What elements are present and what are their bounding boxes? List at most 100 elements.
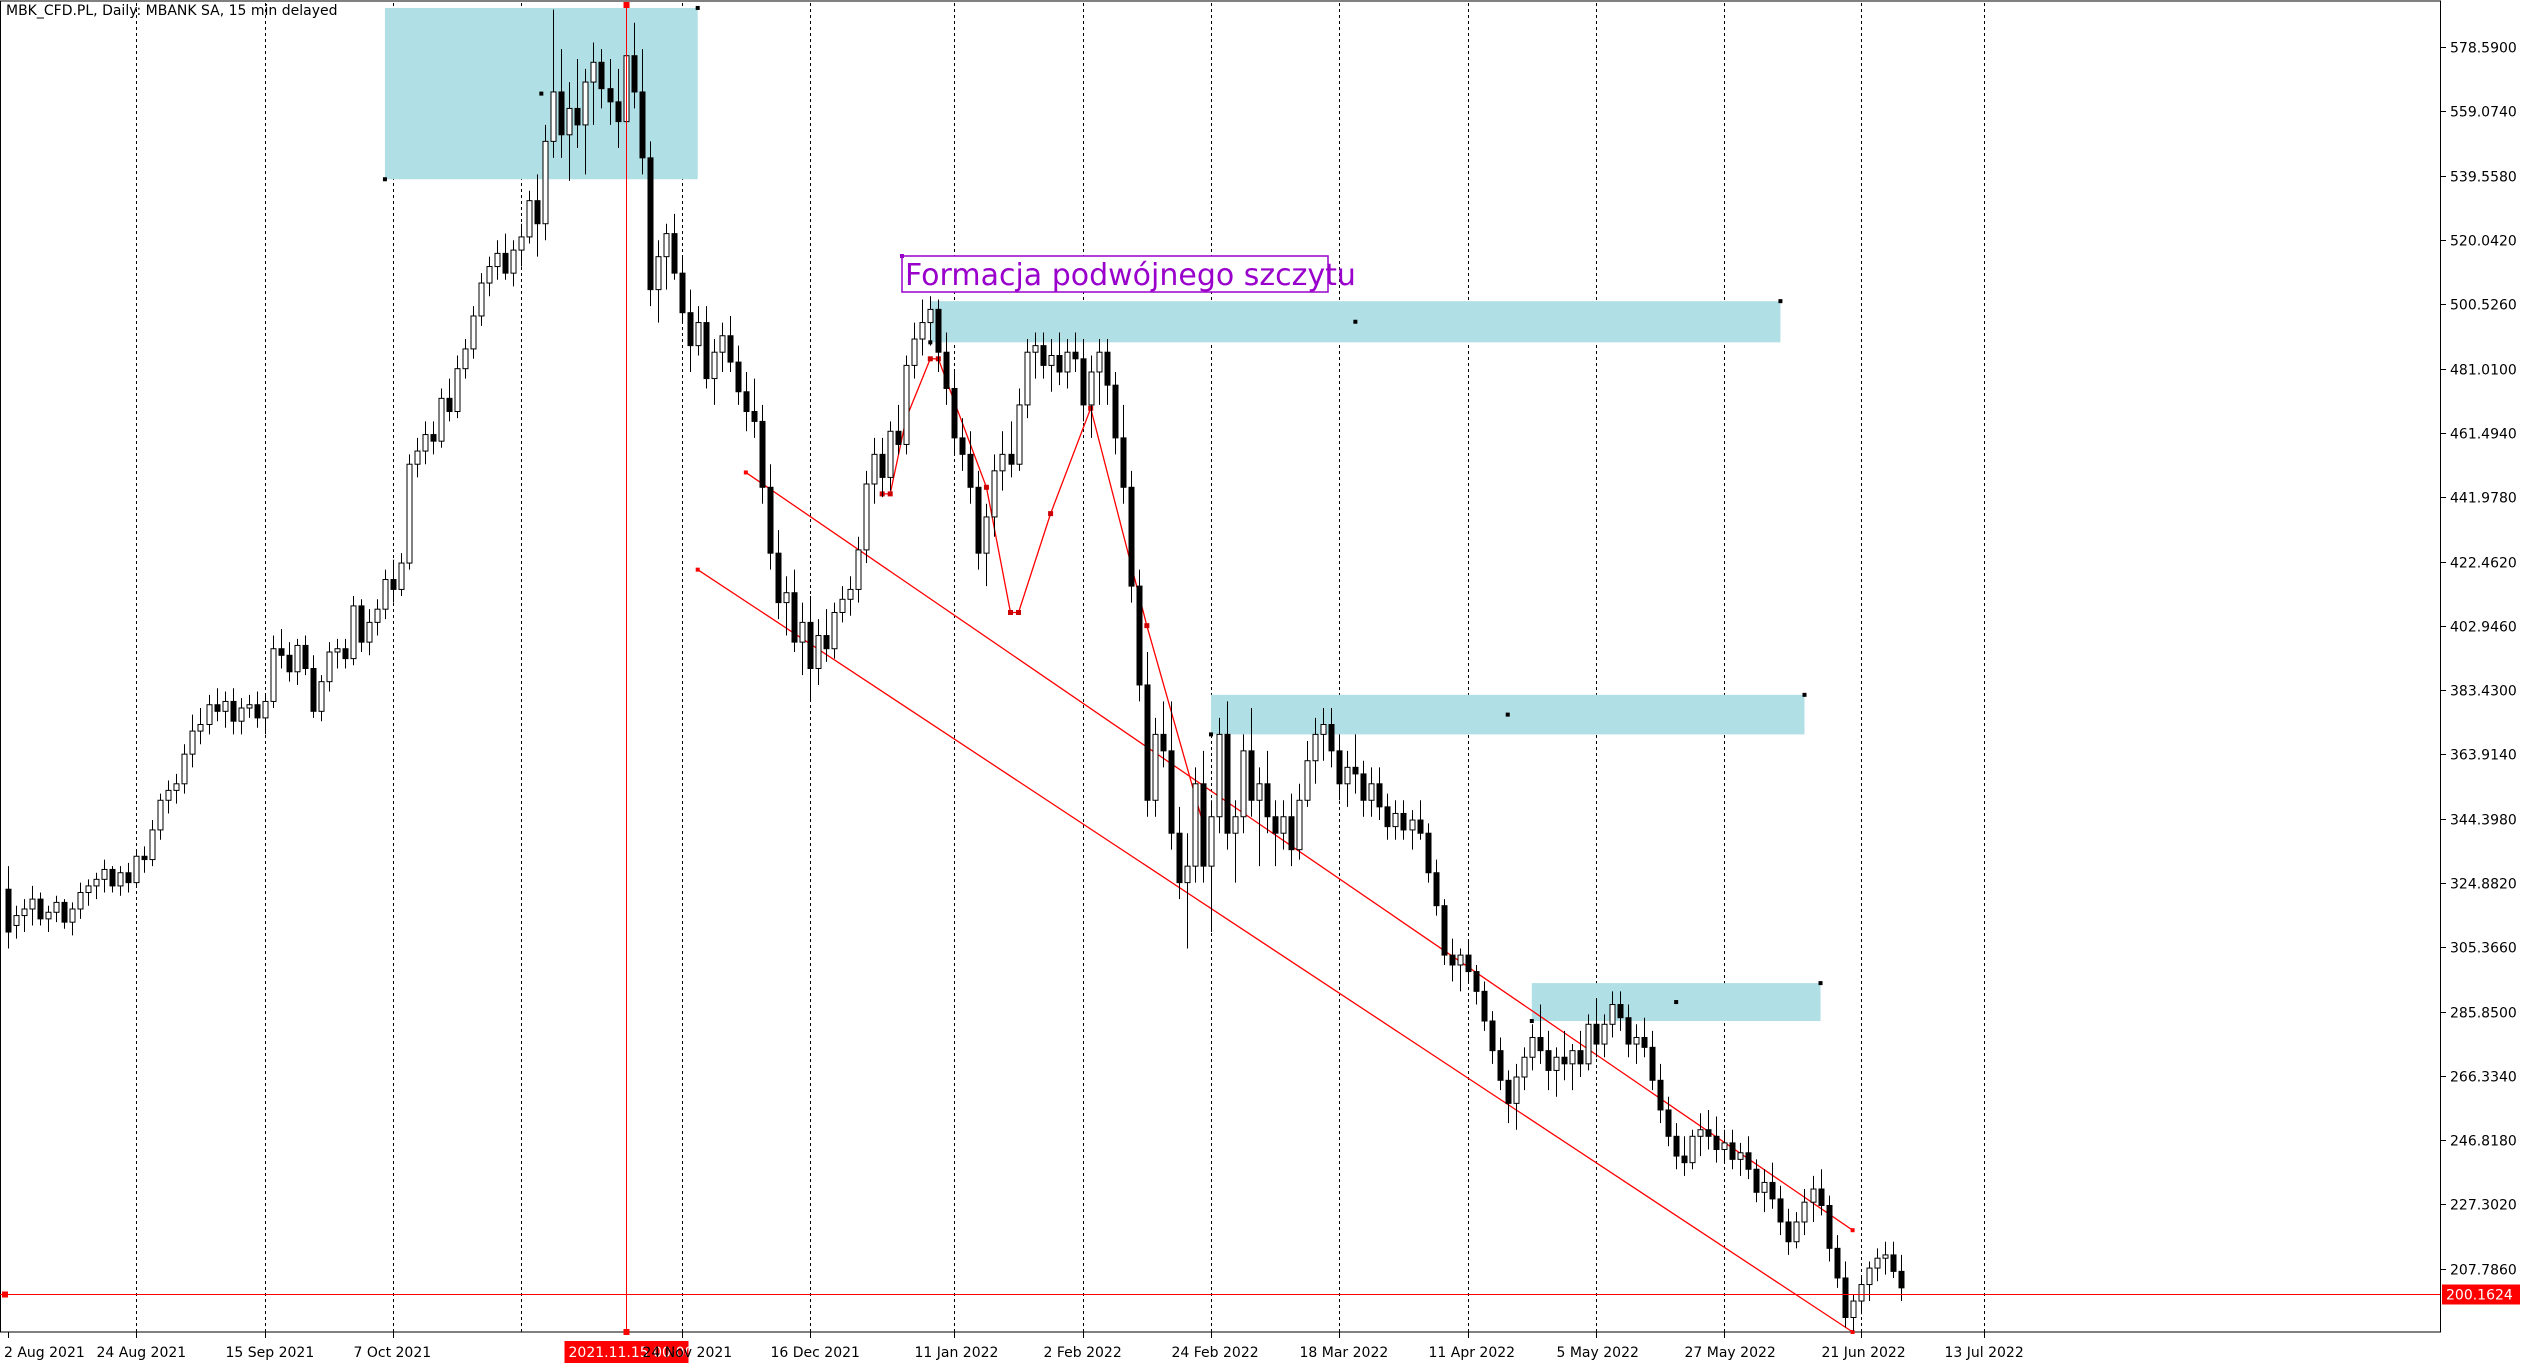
- candle-body-21: [173, 783, 180, 791]
- candle-body-208: [1673, 1135, 1680, 1157]
- candle-body-65: [526, 200, 533, 238]
- resistance-zones[interactable]: [382, 5, 1823, 1023]
- candle-body-220: [1769, 1181, 1776, 1200]
- candle-body-226: [1818, 1188, 1825, 1206]
- candle-body-204: [1641, 1036, 1648, 1048]
- candle-body-172: [1384, 806, 1391, 828]
- candle-body-203: [1633, 1036, 1640, 1045]
- candle-body-131: [1056, 355, 1063, 373]
- candle-body-47: [382, 579, 389, 610]
- candle-body-132: [1064, 351, 1071, 373]
- candle-body-101: [815, 635, 822, 669]
- candle-body-130: [1048, 355, 1055, 366]
- annotation-anchor: [900, 254, 904, 258]
- candle-body-184: [1481, 990, 1488, 1022]
- y-tick-label-4: 500.5260: [2450, 298, 2517, 314]
- candle-body-161: [1296, 799, 1303, 851]
- candle-body-14: [117, 872, 124, 887]
- crosshair-top-handle: [623, 2, 630, 8]
- x-tick-label-11: 11 Apr 2022: [1429, 1345, 1516, 1361]
- x-tick-label-3: 7 Oct 2021: [354, 1345, 432, 1361]
- zone-anchor-bottom-3: [1529, 1018, 1534, 1023]
- candle-body-53: [430, 434, 437, 442]
- candle-body-66: [534, 200, 541, 225]
- candle-body-147: [1184, 865, 1191, 884]
- candle-body-133: [1072, 351, 1079, 360]
- candle-body-15: [125, 872, 132, 884]
- candle-body-192: [1545, 1050, 1552, 1071]
- candle-body-154: [1240, 750, 1247, 818]
- candle-body-88: [711, 351, 718, 380]
- candle-body-59: [478, 282, 485, 317]
- candle-body-51: [414, 450, 421, 465]
- y-tick-label-19: 207.7860: [2450, 1263, 2517, 1279]
- candle-body-218: [1753, 1168, 1760, 1193]
- candle-body-188: [1513, 1076, 1520, 1104]
- candle-body-46: [374, 608, 381, 623]
- candle-body-64: [518, 236, 525, 251]
- x-tick-label-15: 13 Jul 2022: [1945, 1345, 2024, 1361]
- trendline-end-0: [1850, 1228, 1855, 1233]
- candle-body-33: [270, 648, 277, 702]
- zigzag-point-10: [1144, 623, 1150, 629]
- candle-body-116: [935, 308, 942, 353]
- candle-body-87: [703, 322, 710, 380]
- candle-body-1: [13, 915, 20, 926]
- candle-body-114: [919, 322, 926, 340]
- candle-body-134: [1080, 358, 1087, 406]
- candle-body-117: [943, 351, 950, 389]
- candle-body-58: [470, 315, 477, 350]
- x-tick-label-7: 11 Jan 2022: [915, 1345, 999, 1361]
- candle-body-223: [1793, 1221, 1800, 1243]
- zigzag-point-6: [1008, 609, 1013, 615]
- candle-body-211: [1697, 1129, 1704, 1137]
- crosshair-time-badge: [564, 1341, 689, 1363]
- candle-body-195: [1569, 1050, 1576, 1065]
- crosshair-bottom-handle: [623, 1329, 630, 1335]
- candle-body-41: [334, 648, 341, 653]
- candle-body-16: [133, 855, 140, 884]
- candle-body-202: [1625, 1017, 1632, 1045]
- candle-body-4: [37, 898, 44, 920]
- candle-body-48: [390, 579, 397, 590]
- y-tick-label-6: 461.4940: [2450, 427, 2517, 443]
- candle-body-200: [1609, 1004, 1616, 1025]
- candle-body-136: [1096, 351, 1103, 373]
- candle-body-17: [141, 855, 148, 861]
- candle-body-135: [1088, 371, 1095, 406]
- candle-body-173: [1392, 812, 1399, 828]
- y-tick-label-17: 246.8180: [2450, 1134, 2517, 1150]
- candle-body-67: [542, 140, 549, 225]
- candle-body-163: [1312, 733, 1319, 762]
- candle-body-165: [1328, 723, 1335, 752]
- candle-body-235: [1890, 1254, 1897, 1272]
- candle-body-0: [5, 888, 12, 933]
- candle-body-86: [695, 322, 702, 347]
- trendline-start-0: [743, 470, 748, 475]
- candle-body-145: [1168, 750, 1175, 834]
- candle-body-110: [887, 430, 894, 478]
- candle-body-69: [558, 91, 565, 136]
- x-tick-label-14: 21 Jun 2022: [1822, 1345, 1906, 1361]
- candle-body-149: [1200, 783, 1207, 867]
- pattern-annotation[interactable]: Formacja podwójnego szczytu: [900, 254, 1356, 293]
- candle-body-109: [879, 453, 886, 478]
- candle-body-139: [1120, 437, 1127, 488]
- x-tick-label-9: 24 Feb 2022: [1172, 1345, 1259, 1361]
- zone-anchor-top-3: [1818, 981, 1823, 986]
- candle-body-230: [1850, 1300, 1857, 1319]
- candle-body-181: [1457, 954, 1464, 966]
- candle-body-49: [398, 562, 405, 590]
- candle-body-52: [422, 434, 429, 452]
- candle-body-126: [1016, 404, 1023, 465]
- candle-body-176: [1417, 819, 1424, 834]
- candle-body-215: [1729, 1142, 1736, 1160]
- candle-body-12: [101, 868, 108, 880]
- candle-body-234: [1882, 1254, 1889, 1259]
- candle-body-183: [1473, 971, 1480, 992]
- candle-body-152: [1224, 733, 1231, 834]
- candle-body-112: [903, 364, 910, 445]
